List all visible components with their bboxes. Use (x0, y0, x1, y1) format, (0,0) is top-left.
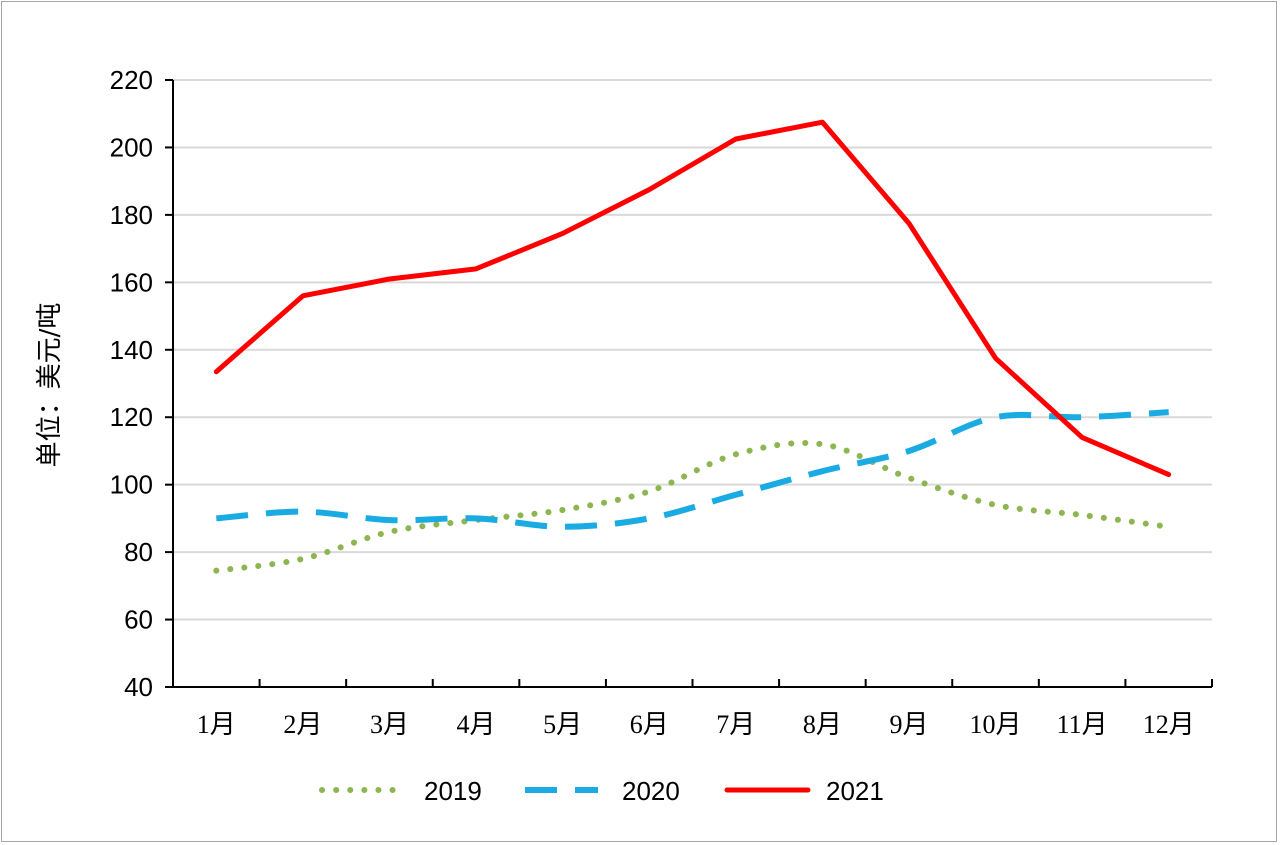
x-tick-label: 5月 (543, 710, 582, 739)
x-tick-label: 11月 (1057, 710, 1108, 739)
x-tick-label: 12月 (1143, 710, 1195, 739)
y-tick-label: 60 (124, 605, 153, 635)
series-line-2020 (216, 409, 1169, 530)
legend-label-2020: 2020 (622, 776, 680, 806)
gridlines (173, 79, 1212, 621)
x-tick-label: 9月 (889, 710, 928, 739)
x-tick-label: 2月 (283, 710, 322, 739)
x-tick-labels: 1月 2月 3月 4月 5月 6月 7月 8月 9月 10月 11月 12月 (197, 710, 1195, 739)
y-tick-label: 220 (110, 65, 153, 95)
x-tick-label: 6月 (630, 710, 669, 739)
y-tick-labels: 40 60 80 100 120 140 160 180 200 220 (110, 65, 153, 702)
y-axis-label: 单位：美元/吨 (35, 303, 65, 468)
series-line-2021 (213, 119, 1172, 478)
y-tick-label: 120 (110, 402, 153, 432)
axes (165, 79, 1213, 688)
legend: 2019 2020 2021 (319, 776, 884, 806)
x-tick-label: 10月 (970, 710, 1022, 739)
series-line-2019 (213, 439, 1172, 574)
y-tick-label: 200 (110, 132, 153, 162)
x-tick-label: 8月 (803, 710, 842, 739)
y-tick-label: 140 (110, 335, 153, 365)
legend-label-2019: 2019 (424, 776, 482, 806)
x-tick-label: 4月 (457, 710, 496, 739)
x-tick-label: 7月 (716, 710, 755, 739)
y-tick-label: 100 (110, 470, 153, 500)
x-tick-label: 3月 (370, 710, 409, 739)
y-tick-label: 180 (110, 200, 153, 230)
y-tick-label: 40 (124, 672, 153, 702)
legend-label-2021: 2021 (826, 776, 884, 806)
series-lines (213, 119, 1172, 574)
x-tick-label: 1月 (197, 710, 236, 739)
y-tick-label: 160 (110, 267, 153, 297)
y-tick-label: 80 (124, 537, 153, 567)
